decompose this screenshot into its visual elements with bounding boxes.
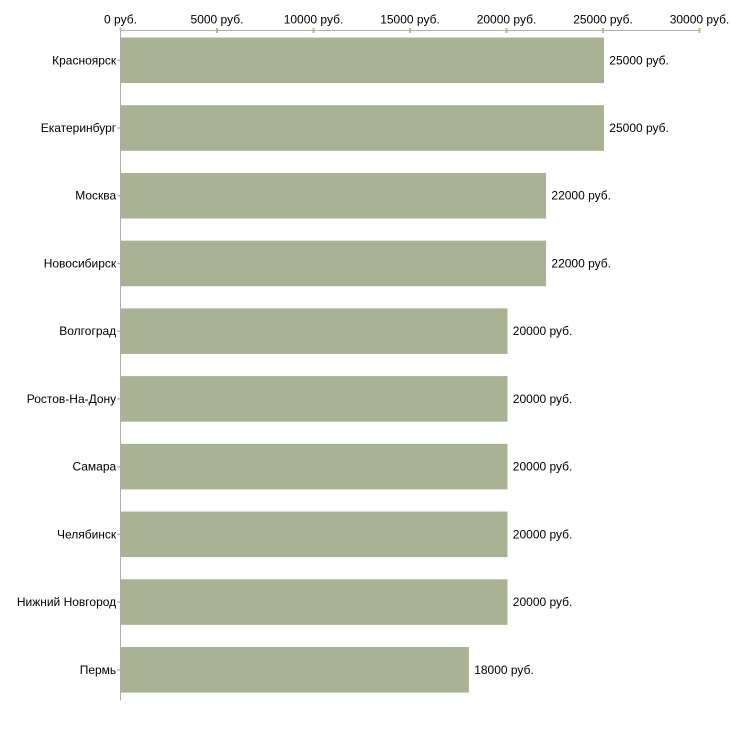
svg-text:25000 руб.: 25000 руб.: [573, 13, 633, 27]
svg-text:25000 руб.: 25000 руб.: [609, 121, 669, 135]
svg-text:Ростов-На-Дону: Ростов-На-Дону: [27, 392, 116, 406]
svg-text:20000 руб.: 20000 руб.: [513, 460, 573, 474]
svg-text:Красноярск: Красноярск: [52, 53, 117, 67]
svg-text:20000 руб.: 20000 руб.: [513, 595, 573, 609]
svg-text:Новосибирск: Новосибирск: [44, 257, 117, 271]
svg-text:20000 руб.: 20000 руб.: [513, 392, 573, 406]
svg-text:22000 руб.: 22000 руб.: [551, 257, 611, 271]
svg-text:18000 руб.: 18000 руб.: [474, 663, 534, 677]
svg-text:Москва: Москва: [75, 189, 116, 203]
svg-text:30000 руб.: 30000 руб.: [670, 13, 730, 27]
svg-text:Волгоград: Волгоград: [59, 324, 116, 338]
svg-text:15000 руб.: 15000 руб.: [380, 13, 440, 27]
svg-text:Екатеринбург: Екатеринбург: [41, 121, 117, 135]
svg-text:10000 руб.: 10000 руб.: [284, 13, 344, 27]
svg-text:25000 руб.: 25000 руб.: [609, 53, 669, 67]
svg-text:20000 руб.: 20000 руб.: [513, 324, 573, 338]
svg-text:20000 руб.: 20000 руб.: [477, 13, 537, 27]
svg-text:0 руб.: 0 руб.: [104, 13, 137, 27]
svg-text:5000 руб.: 5000 руб.: [191, 13, 244, 27]
svg-text:Самара: Самара: [72, 460, 116, 474]
svg-text:Челябинск: Челябинск: [57, 527, 117, 541]
svg-text:Пермь: Пермь: [80, 663, 116, 677]
svg-text:20000 руб.: 20000 руб.: [513, 527, 573, 541]
svg-text:22000 руб.: 22000 руб.: [551, 189, 611, 203]
svg-text:Нижний Новгород: Нижний Новгород: [17, 595, 116, 609]
